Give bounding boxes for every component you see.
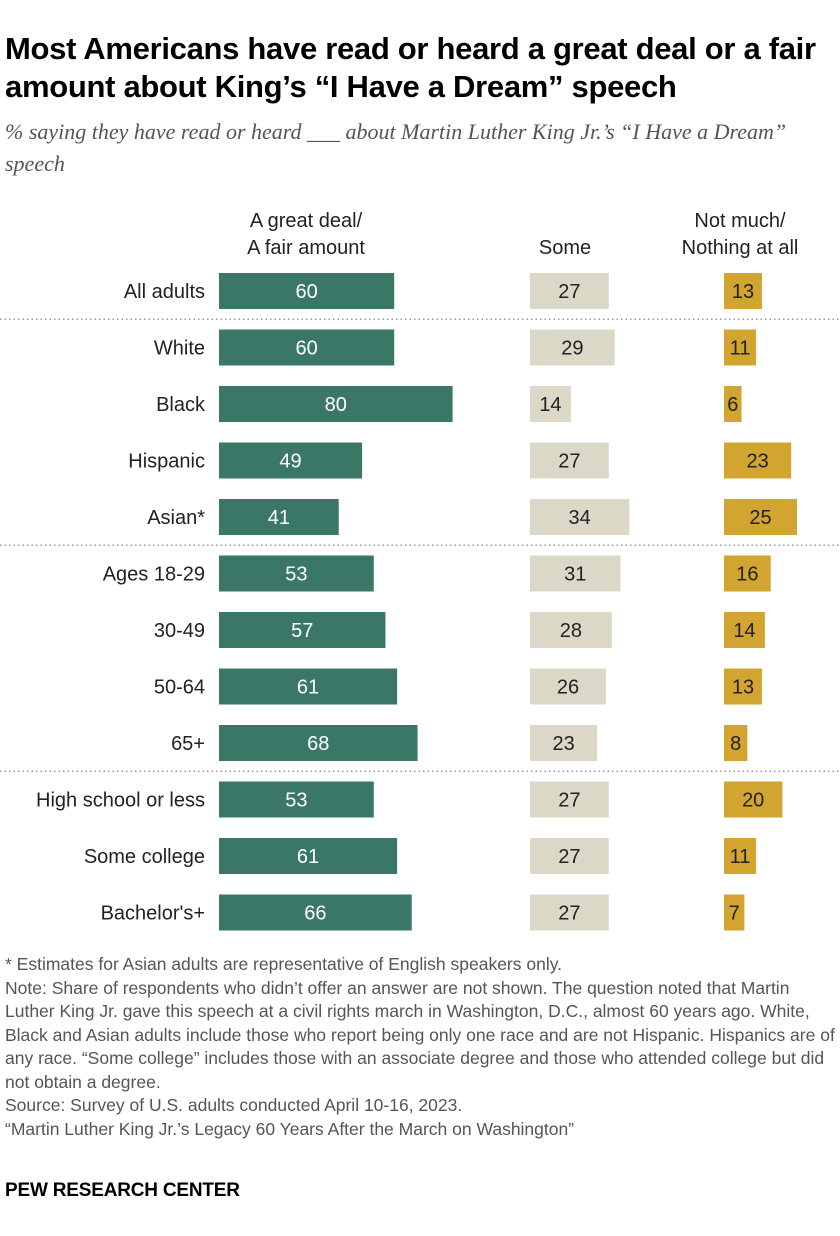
category-label: Ages 18-29: [103, 564, 205, 586]
column-header-not-much: Not much/ Nothing at all: [681, 210, 799, 259]
footnote-asian: * Estimates for Asian adults are represe…: [5, 954, 563, 974]
data-label: 14: [539, 394, 561, 416]
data-label: 28: [560, 620, 582, 642]
chart-title: Most Americans have read or heard a grea…: [5, 31, 816, 104]
bar-2: [724, 386, 742, 422]
bar-1: [530, 894, 609, 931]
data-label: 13: [732, 677, 754, 699]
bar-0: [219, 442, 363, 479]
bar-0: [219, 668, 398, 705]
category-label: 65+: [171, 733, 205, 755]
bar-2: [724, 725, 748, 761]
data-label: 13: [732, 281, 754, 303]
bar-1: [530, 725, 598, 761]
data-label: 27: [558, 451, 580, 473]
bar-0: [219, 894, 412, 931]
category-label: Asian*: [147, 507, 205, 529]
data-label: 23: [552, 733, 574, 755]
bar-1: [530, 273, 609, 309]
source: Source: Survey of U.S. adults conducted …: [5, 1095, 463, 1115]
data-label: 8: [730, 733, 741, 755]
bar-2: [724, 668, 762, 705]
category-label: 30-49: [154, 620, 205, 642]
data-label: 23: [746, 451, 768, 473]
data-label: 27: [558, 903, 580, 925]
data-label: 27: [558, 790, 580, 812]
category-label: High school or less: [36, 790, 205, 812]
data-label: 27: [558, 281, 580, 303]
category-label: All adults: [124, 281, 205, 303]
data-label: 68: [307, 733, 329, 755]
bar-1: [530, 668, 606, 705]
data-label: 6: [727, 394, 738, 416]
category-label: White: [154, 338, 205, 360]
report-title: “Martin Luther King Jr.’s Legacy 60 Year…: [5, 1118, 575, 1139]
bar-0: [219, 499, 339, 535]
bar-0: [219, 838, 398, 874]
data-label: 80: [325, 394, 347, 416]
bar-0: [219, 781, 374, 818]
data-label: 16: [736, 564, 758, 586]
chart-subtitle: % saying they have read or heard ___ abo…: [5, 119, 787, 176]
bar-1: [530, 442, 609, 479]
chart-notes: * Estimates for Asian adults are represe…: [5, 953, 835, 1141]
bar-2: [724, 442, 792, 479]
pew-logo: PEW RESEARCH CENTER: [5, 1180, 240, 1201]
data-label: 7: [729, 903, 740, 925]
bar-1: [530, 781, 609, 818]
bar-2: [724, 612, 765, 648]
bar-1: [530, 499, 630, 535]
data-label: 26: [557, 677, 579, 699]
data-label: 14: [733, 620, 755, 642]
note: Note: Share of respondents who didn’t of…: [5, 977, 835, 1092]
data-label: 61: [297, 846, 319, 868]
bar-2: [724, 555, 771, 592]
bar-1: [530, 612, 612, 648]
bar-0: [219, 386, 453, 422]
bar-chart: All adults 60 27 13 White 60 29 11 Black 80 14 6 His…: [0, 273, 840, 931]
category-label: Some college: [84, 846, 205, 868]
bar-0: [219, 329, 395, 366]
data-label: 34: [569, 507, 591, 529]
bar-2: [724, 329, 757, 366]
category-label: Black: [156, 394, 206, 416]
data-label: 53: [285, 790, 307, 812]
category-label: Bachelor's+: [101, 903, 205, 925]
bar-1: [530, 838, 609, 874]
data-label: 11: [730, 846, 751, 868]
bar-0: [219, 612, 386, 648]
data-label: 61: [297, 677, 319, 699]
data-label: 20: [742, 790, 764, 812]
bar-0: [219, 555, 374, 592]
data-label: 53: [285, 564, 307, 586]
data-label: 27: [558, 846, 580, 868]
data-label: 66: [304, 903, 326, 925]
data-label: 25: [749, 507, 771, 529]
data-label: 57: [291, 620, 313, 642]
data-label: 60: [295, 281, 317, 303]
data-label: 41: [268, 507, 290, 529]
category-label: Hispanic: [128, 451, 205, 473]
data-label: 31: [564, 564, 586, 586]
data-label: 11: [730, 338, 751, 360]
bar-1: [530, 386, 571, 422]
bar-0: [219, 725, 418, 761]
bar-2: [724, 273, 762, 309]
data-label: 29: [561, 338, 583, 360]
bar-2: [724, 499, 797, 535]
category-label: 50-64: [154, 677, 205, 699]
bar-2: [724, 781, 783, 818]
bar-2: [724, 894, 745, 931]
bar-1: [530, 555, 621, 592]
data-label: 60: [295, 338, 317, 360]
bar-2: [724, 838, 757, 874]
column-header-great-deal: A great deal/ A fair amount: [247, 210, 365, 259]
data-label: 49: [279, 451, 301, 473]
bar-1: [530, 329, 615, 366]
column-header-some: Some: [538, 237, 592, 259]
bar-0: [219, 273, 395, 309]
